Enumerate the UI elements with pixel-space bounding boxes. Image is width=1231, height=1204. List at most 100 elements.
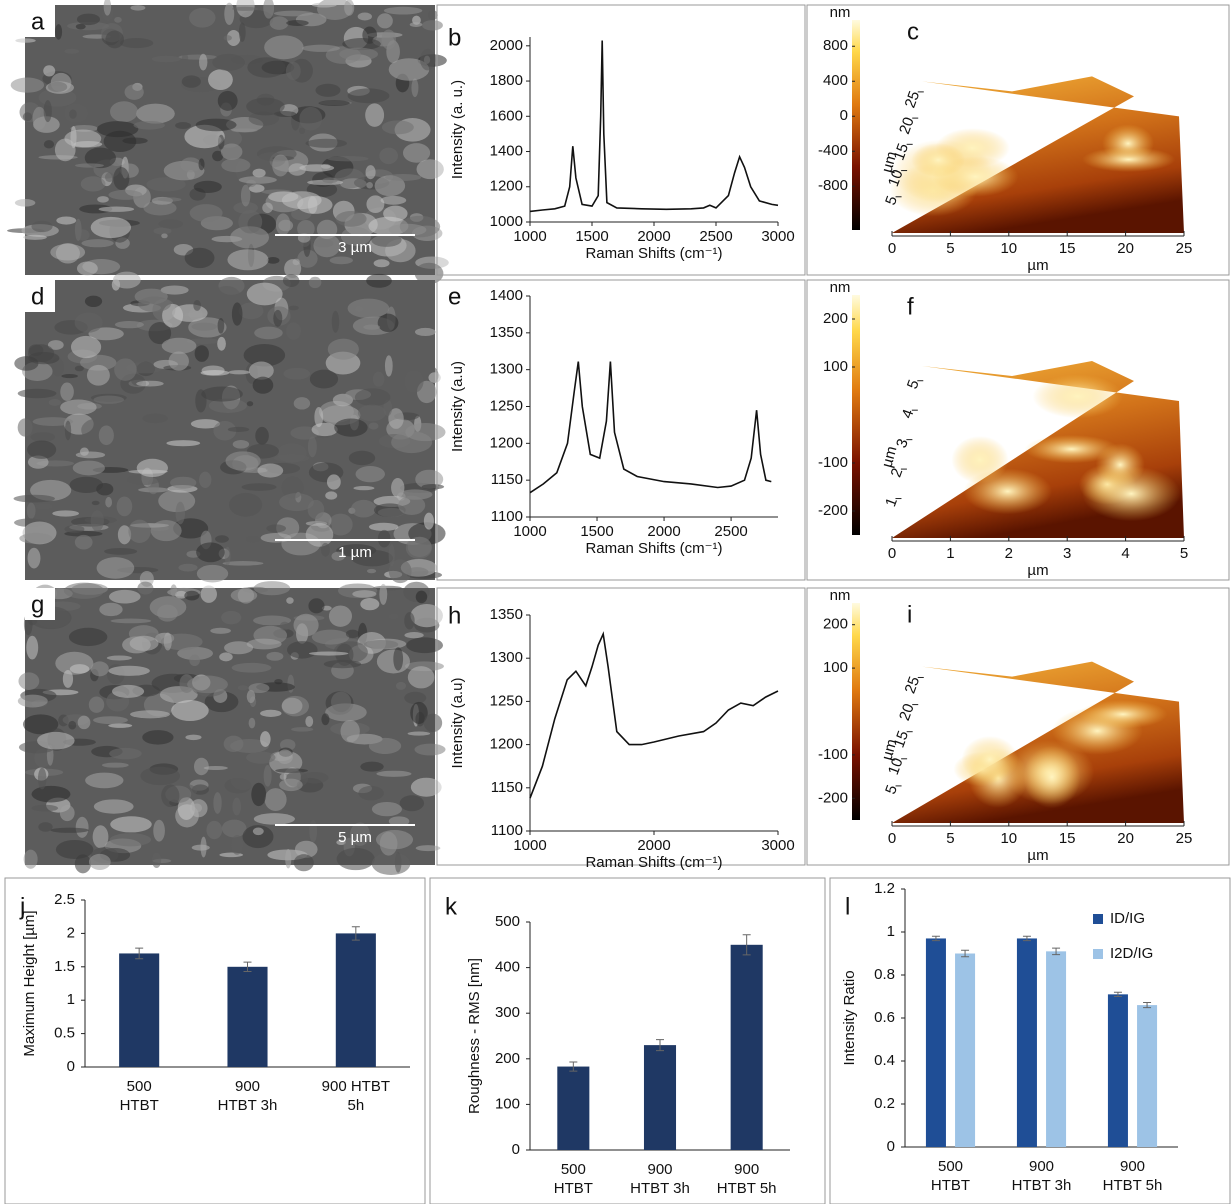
texture	[322, 177, 338, 183]
texture	[69, 628, 107, 646]
panel-label: h	[448, 602, 461, 629]
texture	[140, 767, 180, 785]
texture	[379, 148, 398, 164]
texture	[372, 802, 402, 816]
texture	[396, 682, 406, 690]
texture	[221, 144, 243, 160]
texture	[254, 327, 283, 340]
texture	[152, 853, 161, 868]
texture	[238, 587, 254, 603]
texture	[408, 731, 431, 735]
texture	[91, 217, 131, 238]
x-tick-label: 15	[1059, 830, 1076, 847]
texture	[309, 277, 322, 288]
x-tick-label: 3000	[761, 228, 794, 245]
texture	[280, 774, 287, 780]
texture	[206, 821, 222, 839]
texture	[217, 337, 226, 351]
texture	[64, 525, 84, 533]
texture	[50, 828, 88, 833]
texture	[208, 69, 233, 90]
texture	[60, 383, 74, 401]
texture	[376, 771, 411, 777]
texture	[75, 366, 84, 372]
texture	[110, 833, 151, 846]
texture	[299, 107, 322, 131]
scale-bar-label: 3 µm	[338, 239, 372, 256]
texture	[424, 714, 443, 733]
texture	[110, 101, 138, 122]
texture	[182, 54, 188, 62]
texture	[112, 685, 144, 698]
texture	[85, 296, 102, 307]
texture	[137, 582, 153, 595]
y-tick-label: 0.5	[54, 1025, 75, 1042]
texture	[253, 827, 264, 835]
texture	[212, 54, 245, 71]
texture	[213, 792, 221, 814]
texture	[26, 636, 38, 660]
texture	[48, 82, 67, 92]
texture	[38, 768, 46, 790]
y-tick-label: 1350	[490, 606, 523, 623]
figure: a3 µm10001200140016001800200010001500200…	[0, 0, 1231, 1204]
texture	[102, 763, 129, 768]
texture	[91, 661, 109, 676]
texture	[60, 400, 97, 416]
texture	[289, 306, 299, 311]
texture	[44, 140, 54, 148]
surface-highlight	[1082, 466, 1180, 521]
texture	[283, 274, 299, 287]
texture	[93, 716, 128, 724]
colorbar-tick-label: -200	[818, 789, 848, 806]
texture	[113, 167, 129, 190]
texture	[327, 156, 368, 161]
bar	[557, 1067, 589, 1150]
texture	[27, 503, 36, 519]
x-tick-label: 5	[946, 830, 954, 847]
spectrum-line	[530, 362, 771, 493]
texture	[89, 854, 111, 870]
x-tick-label: 900	[1120, 1158, 1145, 1175]
texture	[238, 210, 262, 234]
texture	[372, 852, 411, 875]
y-tick-label: 200	[495, 1050, 520, 1067]
x-tick-label: 2000	[647, 523, 680, 540]
texture	[389, 544, 395, 566]
texture	[257, 464, 283, 478]
texture	[312, 423, 338, 436]
texture	[325, 491, 337, 499]
texture	[277, 443, 307, 462]
texture	[99, 207, 135, 212]
texture	[285, 849, 291, 869]
texture	[319, 100, 350, 106]
texture	[330, 256, 353, 264]
texture	[377, 13, 393, 28]
texture	[91, 510, 104, 531]
texture	[227, 249, 268, 270]
texture	[329, 605, 352, 626]
bar	[336, 933, 376, 1067]
y-tick-label: 5	[904, 378, 923, 392]
y-tick-label: 1600	[490, 107, 523, 124]
x-axis-label: µm	[1027, 847, 1048, 864]
colorbar-label: nm	[830, 587, 851, 604]
texture	[310, 370, 338, 389]
y-tick-label: 500	[495, 913, 520, 930]
texture	[428, 10, 438, 20]
legend-label: ID/IG	[1110, 910, 1145, 927]
texture	[175, 122, 191, 129]
texture	[373, 372, 385, 387]
y-tick-label: 5	[882, 783, 901, 797]
texture	[161, 784, 179, 807]
texture	[64, 104, 88, 123]
colorbar	[852, 295, 860, 535]
texture	[133, 121, 164, 130]
texture	[344, 0, 354, 16]
texture	[176, 502, 185, 525]
texture	[264, 35, 303, 59]
texture	[384, 7, 422, 15]
x-tick-label: 900 HTBT	[322, 1078, 390, 1095]
panel-label: l	[845, 893, 850, 920]
texture	[56, 216, 76, 224]
